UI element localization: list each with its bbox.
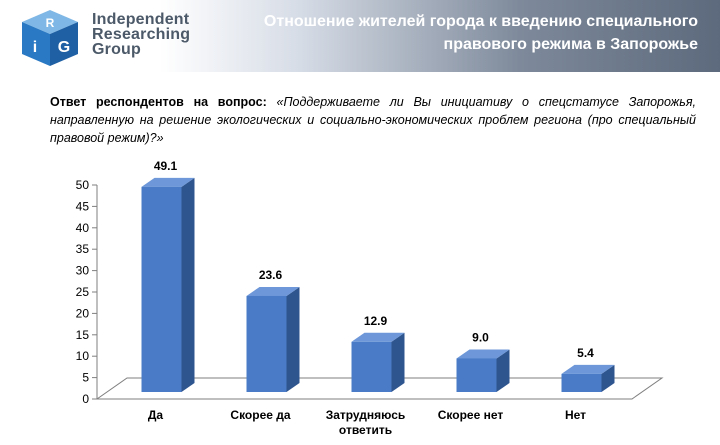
logo-cube-icon: i R G: [22, 10, 78, 66]
logo-line-3: Group: [92, 41, 141, 58]
bar-top: [351, 332, 405, 342]
x-tick-label: Нет: [565, 408, 586, 422]
bar-top: [141, 177, 195, 187]
bar: [561, 373, 602, 392]
bar-side: [496, 349, 510, 392]
logo-letter-g: G: [58, 39, 70, 56]
x-tick-label: Затрудняюсь: [326, 408, 406, 422]
bar-top: [561, 364, 615, 374]
question-text: «Поддерживаете ли Вы инициативу о спецст…: [50, 95, 696, 145]
bar: [456, 358, 497, 392]
logo-letter-r: R: [46, 16, 55, 30]
page-title-line-1: Отношение жителей города к введению спец…: [263, 13, 698, 30]
y-tick-label: 45: [76, 199, 90, 213]
logo-text: Independent Researching Group: [92, 11, 212, 58]
data-label: 49.1: [154, 159, 178, 173]
x-tick-label: Да: [148, 408, 164, 422]
y-tick-label: 5: [82, 371, 89, 385]
y-tick-label: 15: [76, 328, 90, 342]
y-tick-label: 20: [76, 306, 90, 320]
bar-top: [246, 286, 300, 296]
y-tick-label: 30: [76, 264, 90, 278]
question-lead: Ответ респондентов на вопрос:: [50, 95, 267, 109]
chart-floor: [95, 377, 664, 400]
y-tick-label: 40: [76, 221, 90, 235]
data-label: 12.9: [364, 314, 388, 328]
data-label: 5.4: [577, 346, 594, 360]
bar-top: [456, 349, 510, 359]
bar: [246, 295, 287, 392]
bar-side: [286, 286, 300, 392]
logo-letter-i: i: [33, 39, 37, 56]
y-tick-label: 10: [76, 349, 90, 363]
bar-side: [601, 364, 615, 392]
bar: [141, 186, 182, 392]
logo-line-2: Researching: [92, 26, 191, 43]
y-tick-label: 25: [76, 285, 90, 299]
x-tick-label: ответить: [339, 423, 392, 437]
header-banner: i R G Independent Researching Group Отно…: [0, 0, 720, 72]
bar: [351, 341, 392, 392]
x-tick-label: Скорее да: [230, 408, 290, 422]
page-title: Отношение жителей города к введению спец…: [228, 10, 698, 56]
data-label: 23.6: [259, 268, 283, 282]
x-tick-label: Скорее нет: [438, 408, 504, 422]
page-title-line-2: правового режима в Запорожье: [443, 36, 698, 53]
bar-side: [181, 177, 195, 392]
logo-line-1: Independent: [92, 11, 190, 28]
data-label: 9.0: [472, 330, 489, 344]
y-tick-label: 0: [82, 392, 89, 406]
survey-question: Ответ респондентов на вопрос: «Поддержив…: [50, 93, 696, 147]
y-tick-label: 50: [76, 178, 90, 192]
y-tick-label: 35: [76, 242, 90, 256]
bar-side: [391, 332, 405, 392]
